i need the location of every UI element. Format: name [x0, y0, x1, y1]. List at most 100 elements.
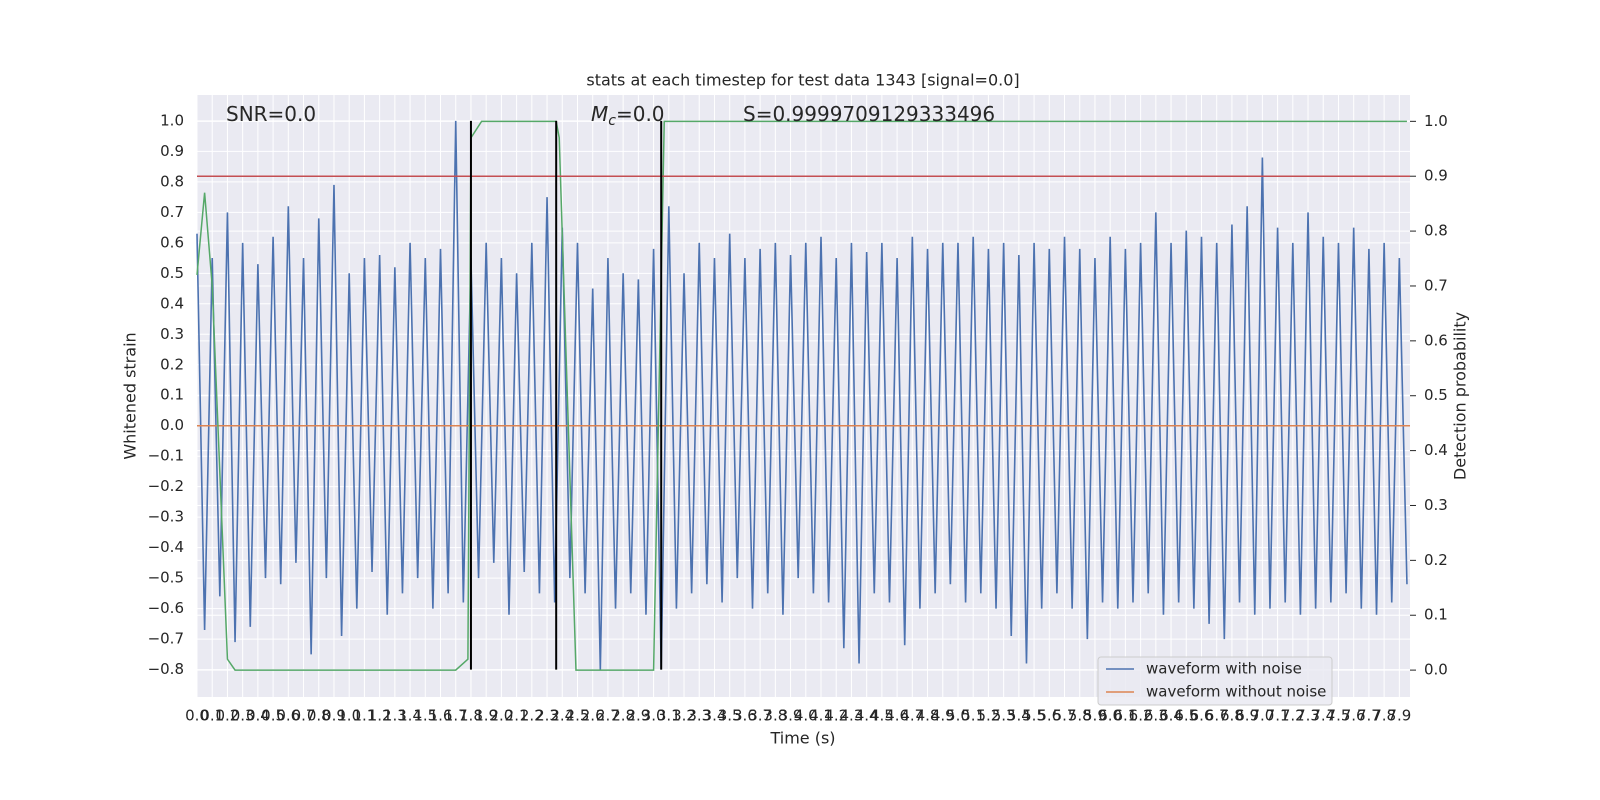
x-tick-label: 7.9 [1387, 707, 1411, 725]
x-tick-label: 4.1 [809, 707, 833, 725]
x-tick-label: 3.8 [763, 707, 787, 725]
x-tick-label: 5.7 [1053, 707, 1077, 725]
x-tick-label: 5.0 [946, 707, 970, 725]
x-tick-label: 7.5 [1327, 707, 1351, 725]
marks [196, 120, 1410, 671]
x-tick-label: 1.9 [474, 707, 498, 725]
x-tick-label: 6.2 [1129, 707, 1153, 725]
y-tick-label: 0.5 [160, 264, 184, 282]
annotation: SNR=0.0 [226, 102, 316, 126]
y-tick-label: −0.5 [148, 569, 184, 587]
x-tick-label: 5.5 [1022, 707, 1046, 725]
x-tick-label: 2.4 [550, 707, 574, 725]
x-tick-label: 3.1 [657, 707, 681, 725]
annotation-subscript: c [608, 113, 616, 129]
x-tick-label: 0.2 [216, 707, 240, 725]
x-tick-label: 6.7 [1205, 707, 1229, 725]
annotation: Mc=0.0 [591, 102, 665, 130]
x-tick-label: 4.4 [855, 707, 879, 725]
x-tick-label: 5.2 [976, 707, 1000, 725]
x-tick-label: 1.1 [352, 707, 376, 725]
x-tick-label: 7.7 [1357, 707, 1381, 725]
legend-box [1097, 656, 1333, 706]
x-tick-label: 2.0 [489, 707, 513, 725]
x-tick-label: 6.6 [1190, 707, 1214, 725]
annotation-text: S=0.9999709129333496 [743, 102, 995, 126]
x-tick-label: 2.2 [520, 707, 544, 725]
x-tick-label: 3.4 [703, 707, 727, 725]
grid [196, 95, 1410, 697]
x-tick-label: 2.1 [505, 707, 529, 725]
x-tick-label: 7.8 [1372, 707, 1396, 725]
x-tick-label: 5.4 [1007, 707, 1031, 725]
labels: 0.00.10.20.30.40.50.60.70.80.91.01.11.21… [148, 102, 1448, 725]
x-tick-label: 7.6 [1342, 707, 1366, 725]
x-tick-label: 2.6 [581, 707, 605, 725]
y-tick-label: −0.4 [148, 538, 184, 556]
x-tick-label: 4.2 [824, 707, 848, 725]
y-tick-label: −0.7 [148, 630, 184, 648]
legend-label: waveform with noise [1146, 660, 1302, 678]
y2-axis-label: Detection probability [1451, 312, 1470, 480]
x-tick-label: 2.9 [626, 707, 650, 725]
x-tick-label: 0.3 [231, 707, 255, 725]
x-tick-label: 4.0 [794, 707, 818, 725]
x-tick-label: 6.0 [1098, 707, 1122, 725]
y-tick-label: 0.2 [160, 355, 184, 373]
x-tick-label: 7.2 [1281, 707, 1305, 725]
x-tick-label: 3.5 [718, 707, 742, 725]
annotation-text: M [591, 102, 608, 126]
annotation-rest: =0.0 [616, 102, 665, 126]
x-tick-label: 7.0 [1250, 707, 1274, 725]
y2-tick-label: 0.0 [1424, 661, 1448, 679]
series-line [196, 120, 1407, 671]
y-tick-label: 0.6 [160, 233, 184, 251]
x-tick-label: 6.8 [1220, 707, 1244, 725]
x-tick-label: 4.9 [931, 707, 955, 725]
chart-title: stats at each timestep for test data 134… [586, 71, 1019, 90]
x-tick-label: 5.1 [961, 707, 985, 725]
y-tick-label: −0.6 [148, 599, 184, 617]
x-tick-label: 1.6 [429, 707, 453, 725]
y-tick-label: 1.0 [160, 111, 184, 129]
x-tick-label: 2.7 [596, 707, 620, 725]
x-tick-label: 3.0 [642, 707, 666, 725]
x-tick-label: 2.8 [611, 707, 635, 725]
x-tick-label: 0.6 [276, 707, 300, 725]
x-tick-label: 4.6 [885, 707, 909, 725]
y2-tick-label: 1.0 [1424, 112, 1448, 130]
y-tick-label: 0.7 [160, 203, 184, 221]
x-tick-label: 1.4 [398, 707, 422, 725]
x-tick-label: 1.3 [383, 707, 407, 725]
y-tick-label: −0.1 [148, 447, 184, 465]
x-tick-label: 7.3 [1296, 707, 1320, 725]
x-tick-label: 0.7 [292, 707, 316, 725]
y-tick-label: −0.8 [148, 660, 184, 678]
annotation: S=0.9999709129333496 [743, 102, 995, 126]
y2-tick-label: 0.9 [1424, 167, 1448, 185]
x-tick-label: 3.2 [672, 707, 696, 725]
x-tick-label: 0.5 [261, 707, 285, 725]
x-tick-label: 4.7 [900, 707, 924, 725]
y2-tick-label: 0.7 [1424, 276, 1448, 294]
x-tick-label: 3.3 [687, 707, 711, 725]
x-tick-label: 1.8 [459, 707, 483, 725]
y2-tick-label: 0.3 [1424, 496, 1448, 514]
x-tick-label: 6.3 [1144, 707, 1168, 725]
x-tick-label: 3.9 [779, 707, 803, 725]
x-tick-label: 7.4 [1311, 707, 1335, 725]
x-tick-label: 1.0 [337, 707, 361, 725]
x-tick-label: 3.7 [748, 707, 772, 725]
x-axis-label: Time (s) [769, 729, 835, 748]
y2-tick-label: 0.1 [1424, 606, 1448, 624]
x-tick-label: 6.1 [1113, 707, 1137, 725]
x-tick-label: 0.4 [246, 707, 270, 725]
legend-label: waveform without noise [1146, 683, 1326, 701]
x-tick-label: 6.9 [1235, 707, 1259, 725]
y2-tick-label: 0.5 [1424, 386, 1448, 404]
y-tick-label: −0.2 [148, 477, 184, 495]
x-tick-label: 4.8 [916, 707, 940, 725]
x-tick-label: 2.3 [535, 707, 559, 725]
x-tick-label: 1.5 [413, 707, 437, 725]
x-tick-label: 1.2 [368, 707, 392, 725]
